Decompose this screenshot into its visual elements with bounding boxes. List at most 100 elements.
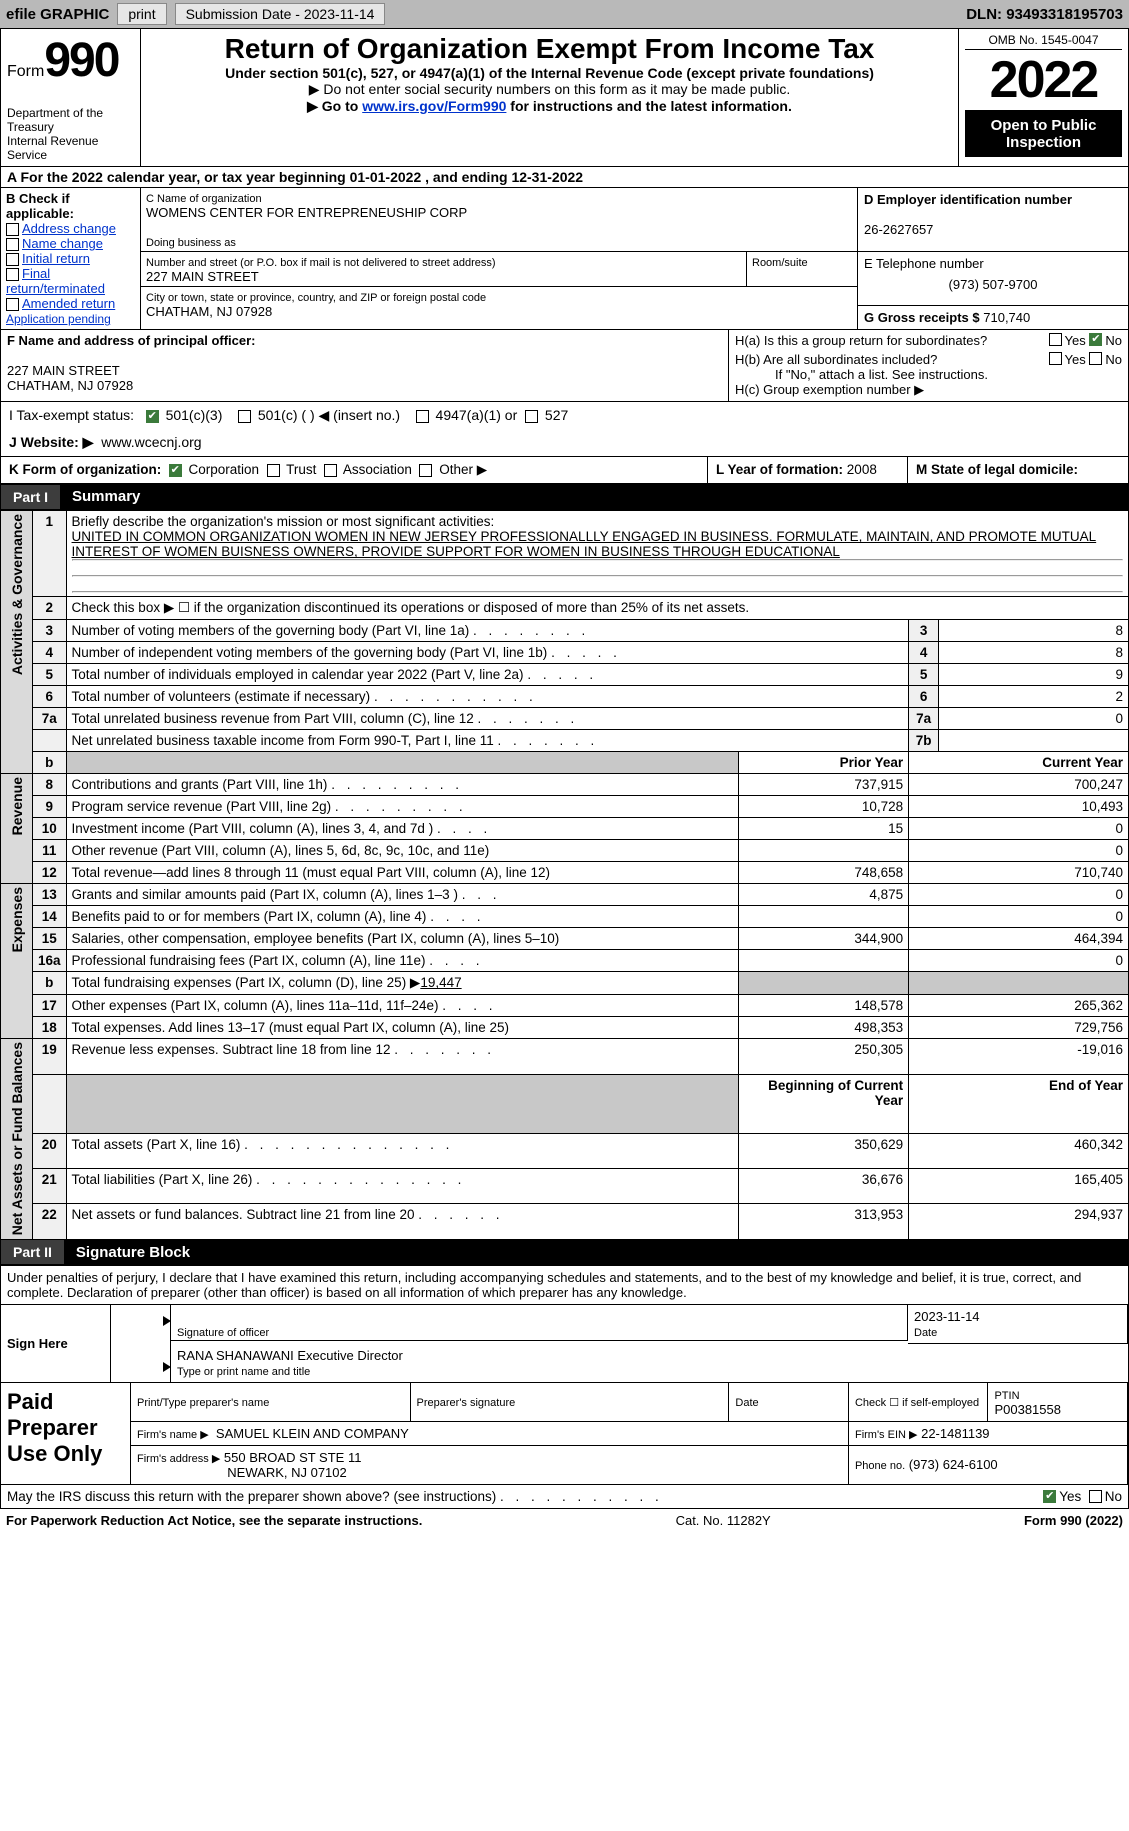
firm-ein: 22-1481139 — [921, 1426, 989, 1441]
city-label: City or town, state or province, country… — [146, 292, 486, 304]
paid-preparer-label: Paid Preparer Use Only — [1, 1383, 131, 1484]
section-f: F Name and address of principal officer:… — [1, 330, 728, 401]
tax-year: 2022 — [965, 50, 1122, 111]
omb-number: OMB No. 1545-0047 — [965, 33, 1122, 50]
phone-label: E Telephone number — [864, 256, 984, 271]
sig-officer-label: Signature of officer — [177, 1327, 269, 1339]
vlabel-netassets: Net Assets or Fund Balances — [9, 1042, 25, 1235]
app-pending-link[interactable]: Application pending — [6, 312, 111, 326]
pra-notice: For Paperwork Reduction Act Notice, see … — [6, 1513, 422, 1528]
part2-header: Part II Signature Block — [0, 1240, 1129, 1266]
section-fh: F Name and address of principal officer:… — [0, 330, 1129, 402]
form-ref: Form 990 (2022) — [1024, 1513, 1123, 1528]
section-b: B Check if applicable: Address change Na… — [1, 188, 141, 329]
penalty-text: Under penalties of perjury, I declare th… — [0, 1266, 1129, 1305]
ein-label: D Employer identification number — [864, 192, 1072, 207]
section-i: I Tax-exempt status: ✔ 501(c)(3) 501(c) … — [0, 402, 1129, 429]
dba-label: Doing business as — [146, 237, 236, 249]
line2: Check this box ▶ ☐ if the organization d… — [66, 597, 1128, 620]
website-value: www.wcecnj.org — [101, 434, 201, 450]
org-name: WOMENS CENTER FOR ENTREPRENEUSHIP CORP — [146, 205, 467, 220]
fundraising-total: 19,447 — [420, 975, 461, 990]
form-subtitle-1: Under section 501(c), 527, or 4947(a)(1)… — [147, 65, 952, 81]
form-header: Form990 Department of the Treasury Inter… — [0, 28, 1129, 167]
final-return-link[interactable]: Final return/terminated — [6, 266, 105, 296]
irs-link[interactable]: www.irs.gov/Form990 — [362, 98, 506, 114]
prior-year-hdr: Prior Year — [840, 755, 904, 770]
sign-date: 2023-11-14 — [914, 1309, 980, 1324]
val-3: 8 — [939, 620, 1129, 642]
form-number: Form990 — [7, 33, 134, 88]
treasury-dept: Department of the Treasury — [7, 106, 134, 134]
date-label: Date — [914, 1327, 937, 1339]
summary-table: Activities & Governance 1 Briefly descri… — [0, 510, 1129, 1239]
ptin-value: P00381558 — [994, 1402, 1061, 1417]
paid-preparer-block: Paid Preparer Use Only Print/Type prepar… — [0, 1383, 1129, 1485]
hc-label: H(c) Group exemption number ▶ — [735, 382, 1122, 398]
room-label: Room/suite — [752, 257, 808, 269]
section-klm: K Form of organization: ✔ Corporation Tr… — [0, 457, 1129, 484]
preparer-name-label: Print/Type preparer's name — [137, 1397, 269, 1409]
print-button[interactable]: print — [117, 3, 166, 25]
city-state-zip: CHATHAM, NJ 07928 — [146, 304, 272, 319]
vlabel-expenses: Expenses — [9, 887, 25, 952]
form-subtitle-2: ▶ Do not enter social security numbers o… — [147, 81, 952, 98]
gross-receipts-value: 710,740 — [983, 310, 1030, 325]
efile-label: efile GRAPHIC — [6, 6, 109, 23]
form-title: Return of Organization Exempt From Incom… — [147, 33, 952, 65]
arrow-icon — [163, 1316, 171, 1326]
mission-text: UNITED IN COMMON ORGANIZATION WOMEN IN N… — [72, 529, 1097, 559]
officer-addr1: 227 MAIN STREET — [7, 363, 120, 378]
arrow-icon — [163, 1362, 171, 1372]
part1-header: Part I Summary — [0, 484, 1129, 510]
line1-label: Briefly describe the organization's miss… — [72, 514, 495, 529]
section-k: K Form of organization: ✔ Corporation Tr… — [1, 457, 708, 483]
gross-receipts-label: G Gross receipts $ — [864, 310, 980, 325]
current-year-hdr: Current Year — [1042, 755, 1123, 770]
name-change-link[interactable]: Name change — [22, 236, 103, 251]
street-label: Number and street (or P.O. box if mail i… — [146, 257, 496, 269]
org-name-label: C Name of organization — [146, 193, 262, 205]
section-deg: D Employer identification number 26-2627… — [858, 188, 1128, 329]
ein-value: 26-2627657 — [864, 222, 933, 237]
firm-addr2: NEWARK, NJ 07102 — [227, 1465, 346, 1480]
section-l: L Year of formation: 2008 — [708, 457, 908, 483]
ptin-label: PTIN — [994, 1390, 1019, 1402]
vlabel-revenue: Revenue — [9, 777, 25, 835]
self-employed-label: Check ☐ if self-employed — [855, 1397, 979, 1409]
amended-link[interactable]: Amended return — [22, 296, 115, 311]
irs-label: Internal Revenue Service — [7, 134, 134, 162]
section-bcdeg: B Check if applicable: Address change Na… — [0, 188, 1129, 330]
preparer-sig-label: Preparer's signature — [417, 1397, 516, 1409]
section-m: M State of legal domicile: — [908, 457, 1128, 483]
submission-date-button[interactable]: Submission Date - 2023-11-14 — [175, 3, 386, 25]
initial-return-link[interactable]: Initial return — [22, 251, 90, 266]
phone-value: (973) 507-9700 — [864, 277, 1122, 292]
ha-label: H(a) Is this a group return for subordin… — [735, 333, 1049, 348]
street-address: 227 MAIN STREET — [146, 269, 259, 284]
hb-label: H(b) Are all subordinates included? — [735, 352, 1049, 367]
hb-note: If "No," attach a list. See instructions… — [735, 367, 1122, 382]
firm-name: SAMUEL KLEIN AND COMPANY — [216, 1426, 409, 1441]
section-c: C Name of organization WOMENS CENTER FOR… — [141, 188, 858, 329]
preparer-date-label: Date — [735, 1397, 758, 1409]
officer-addr2: CHATHAM, NJ 07928 — [7, 378, 133, 393]
top-toolbar: efile GRAPHIC print Submission Date - 20… — [0, 0, 1129, 28]
firm-phone: (973) 624-6100 — [909, 1457, 998, 1472]
cat-number: Cat. No. 11282Y — [422, 1513, 1024, 1528]
sign-here-block: Sign Here Signature of officer 2023-11-1… — [0, 1305, 1129, 1383]
section-j: J Website: ▶ www.wcecnj.org — [0, 429, 1129, 457]
discuss-row: May the IRS discuss this return with the… — [0, 1485, 1129, 1509]
firm-addr1: 550 BROAD ST STE 11 — [224, 1450, 362, 1465]
name-title-label: Type or print name and title — [177, 1366, 310, 1378]
section-h: H(a) Is this a group return for subordin… — [728, 330, 1128, 401]
end-year-hdr: End of Year — [1049, 1078, 1123, 1093]
beg-year-hdr: Beginning of Current Year — [768, 1078, 903, 1108]
dln-label: DLN: 93493318195703 — [966, 6, 1123, 23]
officer-name: RANA SHANAWANI Executive Director — [177, 1348, 403, 1363]
addr-change-link[interactable]: Address change — [22, 221, 116, 236]
sign-here-label: Sign Here — [1, 1305, 111, 1382]
footer: For Paperwork Reduction Act Notice, see … — [0, 1509, 1129, 1532]
open-to-public: Open to Public Inspection — [965, 111, 1122, 157]
vlabel-activities: Activities & Governance — [9, 514, 25, 675]
